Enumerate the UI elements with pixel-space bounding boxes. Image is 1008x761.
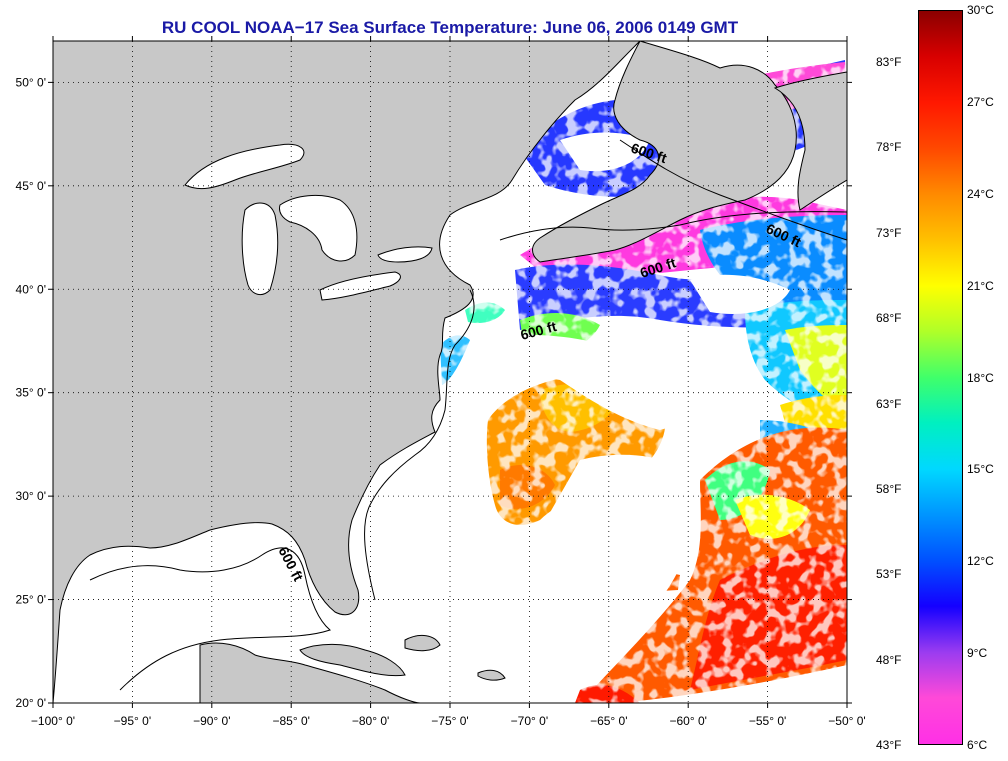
lon-tick-label: −65° 0' <box>590 714 627 728</box>
fahrenheit-label: 73°F <box>876 225 902 240</box>
lat-tick-label: 20° 0' <box>16 696 46 710</box>
lon-tick-label: −50° 0' <box>828 714 865 728</box>
great-lakes <box>184 143 433 301</box>
lat-tick-label: 50° 0' <box>16 75 46 89</box>
celsius-label: 30°C <box>967 3 994 17</box>
celsius-label: 21°C <box>967 278 994 293</box>
lat-tick-label: 30° 0' <box>16 489 46 503</box>
depth-contours <box>89 139 847 691</box>
lon-tick-label: −60° 0' <box>669 714 706 728</box>
lon-tick-label: −55° 0' <box>749 714 786 728</box>
celsius-label: 6°C <box>967 738 988 752</box>
lon-tick-label: −90° 0' <box>193 714 230 728</box>
lon-tick-label: −100° 0' <box>31 714 75 728</box>
map-title: RU COOL NOAA−17 Sea Surface Temperature:… <box>161 18 739 37</box>
fahrenheit-label: 78°F <box>876 140 902 155</box>
lat-tick-label: 45° 0' <box>16 179 46 193</box>
lat-tick-label: 35° 0' <box>16 386 46 400</box>
celsius-label: 12°C <box>967 554 994 569</box>
fahrenheit-label: 48°F <box>876 652 902 667</box>
celsius-label: 24°C <box>967 186 994 201</box>
fahrenheit-label: 63°F <box>876 396 902 411</box>
axis-ticks: −100° 0' −95° 0' −90° 0' −85° 0' −80° 0' −75°… <box>16 36 866 728</box>
fahrenheit-label: 83°F <box>876 55 902 69</box>
temperature-colorbar <box>918 10 963 745</box>
lon-tick-label: −75° 0' <box>431 714 468 728</box>
graticule <box>53 41 847 703</box>
fahrenheit-label: 43°F <box>876 738 902 752</box>
land-layer <box>53 41 847 703</box>
celsius-label: 18°C <box>967 370 994 385</box>
lon-tick-label: −95° 0' <box>114 714 151 728</box>
celsius-label: 9°C <box>967 646 988 661</box>
celsius-label: 15°C <box>967 462 994 477</box>
celsius-label: 27°C <box>967 94 994 109</box>
lat-tick-label: 25° 0' <box>16 593 46 607</box>
fahrenheit-label: 53°F <box>876 567 902 582</box>
lon-tick-label: −85° 0' <box>272 714 309 728</box>
fahrenheit-label: 68°F <box>876 311 902 326</box>
cloud-masses <box>460 132 790 703</box>
lon-tick-label: −80° 0' <box>352 714 389 728</box>
lat-tick-label: 40° 0' <box>16 282 46 296</box>
lon-tick-label: −70° 0' <box>511 714 548 728</box>
fahrenheit-label: 58°F <box>876 481 902 496</box>
